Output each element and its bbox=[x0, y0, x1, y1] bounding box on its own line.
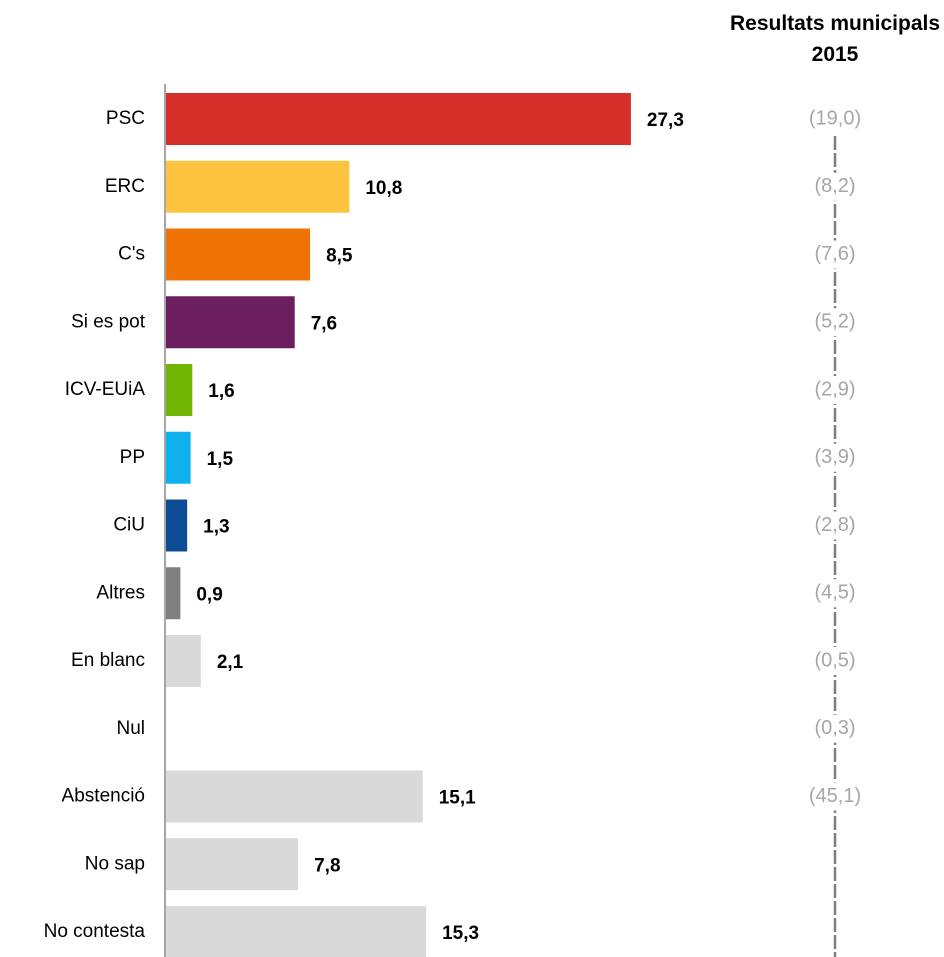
category-label: No contesta bbox=[44, 921, 146, 942]
category-label: Altres bbox=[96, 582, 145, 603]
value-label: 8,5 bbox=[326, 246, 353, 267]
category-label: C's bbox=[118, 244, 145, 265]
results-label: (4,5) bbox=[814, 582, 855, 604]
bar bbox=[165, 296, 295, 349]
category-label: No sap bbox=[85, 853, 145, 874]
bar bbox=[165, 770, 423, 823]
category-label: PP bbox=[120, 447, 145, 468]
results-label-bg bbox=[799, 782, 871, 811]
value-label: 7,8 bbox=[314, 855, 340, 876]
category-label: ICV-EUiA bbox=[65, 379, 146, 400]
category-label: Nul bbox=[116, 718, 145, 739]
category-label: CiU bbox=[113, 515, 145, 536]
results-label-bg bbox=[799, 105, 871, 133]
value-label: 27,3 bbox=[647, 110, 684, 131]
bar bbox=[165, 838, 299, 891]
value-label: 15,3 bbox=[442, 923, 479, 944]
bar bbox=[165, 93, 631, 145]
value-label: 1,6 bbox=[208, 381, 234, 402]
category-label: ERC bbox=[105, 176, 145, 197]
value-label: 15,1 bbox=[439, 788, 476, 809]
category-label: Abstenció bbox=[62, 786, 145, 807]
results-label-bg bbox=[799, 443, 871, 472]
bar bbox=[165, 364, 193, 416]
results-label: (5,2) bbox=[814, 311, 855, 333]
category-label: PSC bbox=[106, 108, 145, 129]
results-label: (45,1) bbox=[809, 785, 861, 807]
value-label: 1,3 bbox=[203, 517, 229, 538]
results-label-bg bbox=[799, 647, 871, 675]
results-title: Resultats municipals 2015 bbox=[729, 12, 941, 66]
value-label: 0,9 bbox=[196, 584, 222, 605]
bar bbox=[165, 635, 201, 687]
results-label: (7,6) bbox=[814, 243, 855, 265]
results-label-bg bbox=[799, 579, 871, 608]
value-label: 2,1 bbox=[217, 652, 244, 673]
category-label: Si es pot bbox=[71, 311, 146, 332]
bar bbox=[165, 431, 191, 484]
results-label: (0,3) bbox=[814, 717, 855, 739]
bar bbox=[165, 567, 181, 620]
bar bbox=[165, 499, 188, 552]
results-label: (19,0) bbox=[809, 107, 861, 129]
results-label-bg bbox=[799, 240, 871, 269]
value-label: 7,6 bbox=[311, 313, 337, 334]
value-label: 1,5 bbox=[207, 449, 234, 470]
results-label-bg bbox=[799, 172, 871, 201]
results-label: (3,9) bbox=[814, 446, 855, 468]
results-label: (2,9) bbox=[814, 378, 855, 400]
value-label: 10,8 bbox=[365, 178, 402, 199]
results-label-bg bbox=[799, 714, 871, 743]
bar bbox=[165, 160, 350, 213]
results-label-bg bbox=[799, 308, 871, 337]
results-label-bg bbox=[799, 376, 871, 404]
results-label: (2,8) bbox=[814, 514, 855, 536]
results-label: (8,2) bbox=[814, 175, 855, 197]
results-label: (0,5) bbox=[814, 649, 855, 671]
category-label: En blanc bbox=[71, 650, 145, 671]
bar bbox=[165, 906, 427, 957]
bar bbox=[165, 228, 311, 281]
results-label-bg bbox=[799, 511, 871, 540]
